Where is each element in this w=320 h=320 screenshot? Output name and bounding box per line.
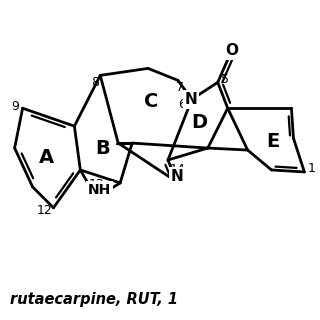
Text: 5: 5 [221,73,229,86]
Text: 14: 14 [170,163,185,176]
Text: rutaecarpine, RUT, 1: rutaecarpine, RUT, 1 [10,292,178,307]
Text: 9: 9 [12,100,20,113]
Text: 1: 1 [308,162,315,175]
Text: E: E [266,132,279,151]
Text: A: A [39,148,54,167]
Text: 6: 6 [178,99,186,111]
Text: O: O [225,43,238,58]
Text: N: N [185,92,197,107]
Text: 13: 13 [89,178,105,191]
Text: 8: 8 [92,76,100,89]
Text: 7: 7 [176,81,184,94]
Text: 12: 12 [37,204,52,218]
Text: B: B [96,139,110,158]
Text: N: N [171,169,183,184]
Text: C: C [143,92,158,111]
Text: D: D [191,113,208,132]
Text: NH: NH [88,183,111,197]
